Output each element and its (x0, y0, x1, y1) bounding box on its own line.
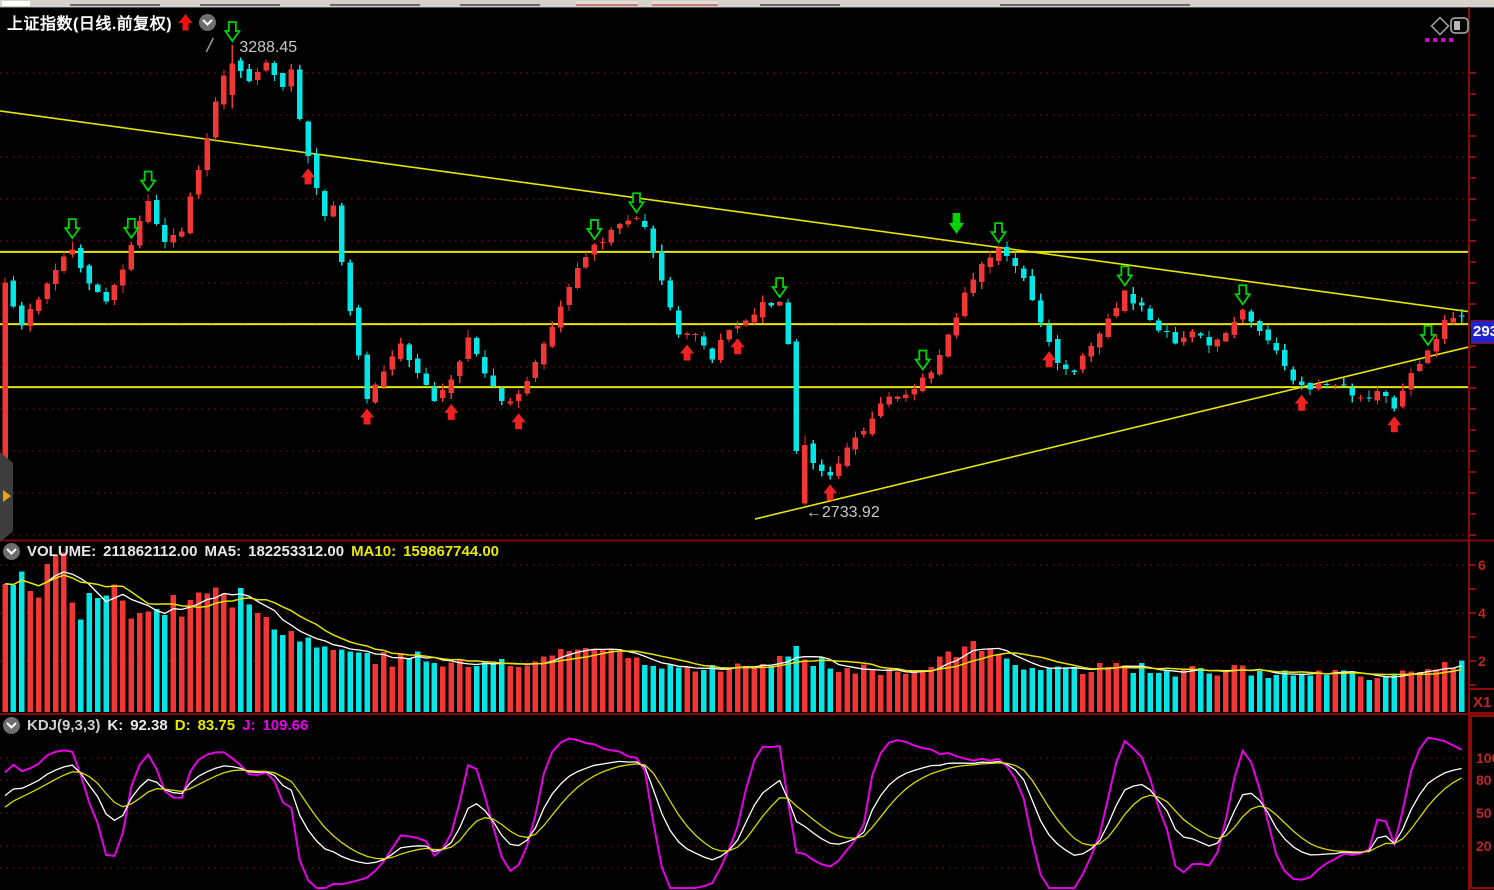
kdj-axis-label: 80 (1476, 772, 1492, 788)
vol-ma5-value: 182253312.00 (248, 543, 345, 560)
kdj-axis-label: 20 (1476, 838, 1492, 854)
volume-axis-label: 2 (1478, 653, 1486, 669)
kdj-d-label: D: (174, 717, 191, 734)
menu-fragment (1000, 1, 1190, 6)
volume-panel-header: VOLUME: 211862112.00 MA5: 182253312.00 M… (3, 543, 499, 560)
menu-fragment (200, 1, 280, 6)
trough-price-annotation: ←2733.92 (806, 504, 880, 521)
volume-axis-label: 4 (1478, 605, 1486, 621)
signal-arrows-layer (63, 21, 1437, 501)
candlestick-layer (2, 45, 1465, 505)
menu-fragment (70, 1, 160, 6)
collapse-volume-chevron-icon[interactable] (3, 543, 20, 560)
collapse-main-chevron-icon[interactable] (199, 13, 217, 31)
expand-triangle-icon (3, 490, 11, 502)
kdj-j-line (4, 736, 1463, 889)
vol-ma10-value: 159867744.00 (403, 543, 500, 560)
kdj-k-value: 92.38 (130, 717, 168, 734)
scale-multiplier-label: X1 (1473, 694, 1491, 711)
kdj-lines-layer (4, 736, 1463, 889)
kdj-k-label: K: (107, 717, 124, 734)
volume-label: VOLUME: (27, 543, 97, 560)
vol-ma10-label: MA10: (351, 543, 397, 560)
kdj-k-line (4, 760, 1462, 865)
kdj-label: KDJ(9,3,3) (27, 717, 101, 734)
menu-fragment (460, 1, 540, 6)
menu-fragment (2, 1, 30, 6)
annotation-layer: 3288.45 ←2733.92 (205, 37, 880, 521)
diamond-icon[interactable] (1430, 16, 1450, 36)
main-chart-header: 上证指数(日线.前复权) (7, 12, 217, 33)
panel-toggle-icon[interactable] (1450, 17, 1469, 34)
kdj-d-line (4, 762, 1462, 860)
volume-value: 211862112.00 (103, 543, 198, 560)
kdj-axis-label: 50 (1476, 805, 1492, 821)
collapse-kdj-chevron-icon[interactable] (3, 717, 20, 734)
up-arrow-icon (178, 13, 193, 30)
kdj-axis-label: 100 (1476, 750, 1494, 766)
top-menu-strip (0, 0, 1494, 8)
vol-ma5-label: MA5: (204, 543, 242, 560)
last-price-tag: 2931 (1471, 320, 1494, 344)
volume-bars-layer (2, 552, 1465, 712)
drawing-dots-icon (1425, 38, 1453, 42)
trendline-layer (0, 110, 1475, 520)
peak-price-annotation: 3288.45 (239, 39, 297, 56)
axis-layer: 6 4 2 X1 100 80 50 20 (0, 7, 1494, 890)
grid-layer (0, 72, 1469, 869)
sell-button-fragment[interactable] (652, 1, 718, 6)
sidebar-expand-handle[interactable] (0, 452, 13, 542)
kdj-j-label: J: (242, 717, 256, 734)
kdj-panel-header: KDJ(9,3,3) K: 92.38 D: 83.75 J: 109.66 (3, 717, 308, 734)
chart-toolbar (1424, 16, 1488, 44)
kdj-d-value: 83.75 (197, 717, 236, 734)
menu-fragment (330, 1, 420, 6)
buy-button-fragment[interactable] (576, 1, 638, 6)
volume-ma-layer (4, 571, 1462, 678)
volume-axis-label: 6 (1478, 557, 1486, 573)
kdj-j-value: 109.66 (262, 717, 309, 734)
instrument-title: 上证指数(日线.前复权) (7, 16, 173, 33)
menu-fragment (760, 1, 840, 6)
